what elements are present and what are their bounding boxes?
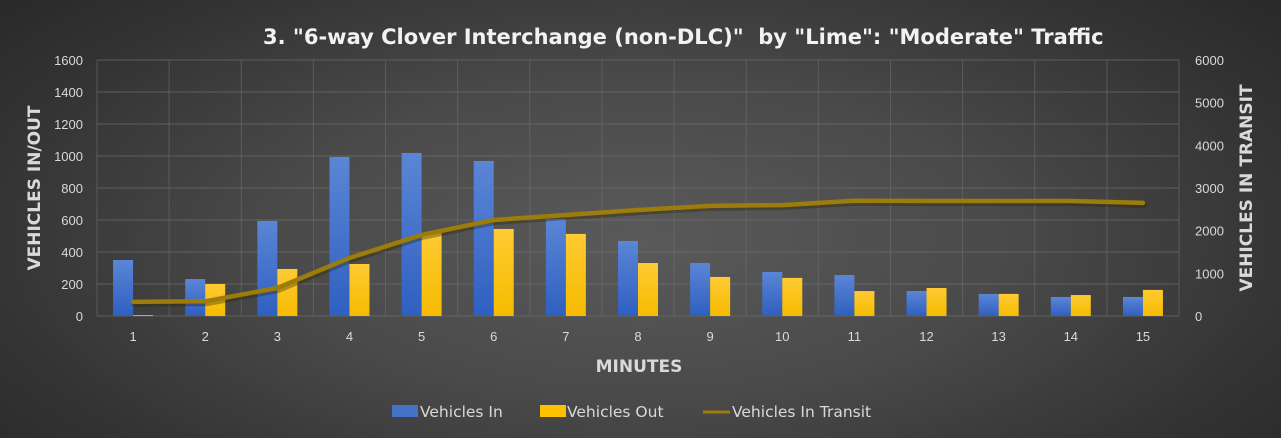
bar-vehicles-in — [545, 219, 566, 316]
bar-vehicles-in — [906, 291, 927, 316]
legend: Vehicles In Vehicles Out Vehicles In Tra… — [392, 403, 871, 421]
y-tick-label: 400 — [61, 245, 83, 260]
bar-vehicles-out — [926, 288, 947, 316]
bar-vehicles-in — [329, 156, 350, 316]
bar-vehicles-out — [421, 232, 442, 316]
x-tick-label: 8 — [634, 329, 641, 344]
x-tick-label: 13 — [991, 329, 1005, 344]
x-tick-label: 7 — [562, 329, 569, 344]
transit-line-path — [130, 198, 1146, 305]
bar-vehicles-out — [133, 315, 154, 316]
y-tick-label: 0 — [76, 309, 83, 324]
x-tick-label: 5 — [418, 329, 425, 344]
x-axis-title: MINUTES — [596, 357, 683, 377]
y2-tick-label: 1000 — [1195, 266, 1224, 281]
x-tick-label: 6 — [490, 329, 497, 344]
legend-item-vehicles-in-transit[interactable]: Vehicles In Transit — [703, 403, 871, 421]
legend-label-in: Vehicles In — [420, 403, 503, 421]
bar-vehicles-out — [1070, 295, 1091, 316]
y-tick-label: 1600 — [54, 53, 83, 68]
y-tick-label: 1400 — [54, 85, 83, 100]
bar-vehicles-in — [473, 160, 494, 316]
bar-vehicles-out — [565, 233, 586, 316]
bar-vehicles-in — [978, 293, 999, 316]
bar-vehicles-in — [690, 263, 711, 316]
x-tick-label: 15 — [1136, 329, 1150, 344]
y-axis-title: VEHICLES IN/OUT — [25, 105, 45, 270]
x-tick-label: 14 — [1064, 329, 1078, 344]
bar-vehicles-out — [1142, 289, 1163, 316]
bar-vehicles-in — [1122, 296, 1143, 316]
bar-vehicles-in — [257, 220, 278, 316]
bar-vehicles-in — [834, 275, 855, 316]
bar-vehicles-out — [638, 263, 658, 316]
bar-vehicles-out — [854, 291, 875, 316]
y2-tick-label: 6000 — [1195, 53, 1224, 68]
legend-swatch-out — [540, 405, 566, 417]
bar-vehicles-in — [618, 240, 638, 316]
gridlines — [96, 59, 1180, 317]
bar-vehicles-out — [277, 268, 298, 316]
bar-vehicles-out — [998, 293, 1019, 316]
bar-vehicles-out — [349, 264, 370, 316]
y-tick-label: 600 — [61, 213, 83, 228]
bar-vehicles-in — [185, 279, 206, 316]
y-tick-label: 200 — [61, 277, 83, 292]
y2-tick-label: 4000 — [1195, 138, 1224, 153]
bar-vehicles-in — [1050, 296, 1071, 316]
x-tick-label: 1 — [129, 329, 136, 344]
y2-tick-label: 0 — [1195, 309, 1202, 324]
transit-line — [130, 198, 1147, 307]
bar-vehicles-in — [762, 272, 783, 316]
bar-vehicles-in — [401, 152, 422, 316]
legend-item-vehicles-in[interactable]: Vehicles In — [392, 403, 503, 421]
y2-tick-label: 3000 — [1195, 181, 1224, 196]
y-tick-label: 800 — [61, 181, 83, 196]
y2-tick-label: 5000 — [1195, 96, 1224, 111]
tick-labels: 0200400600800100012001400160001000200030… — [54, 53, 1224, 344]
legend-label-transit: Vehicles In Transit — [732, 403, 871, 421]
x-tick-label: 9 — [707, 329, 714, 344]
legend-label-out: Vehicles Out — [567, 403, 664, 421]
x-tick-label: 4 — [346, 329, 353, 344]
x-tick-label: 11 — [848, 329, 862, 344]
bar-vehicles-out — [493, 228, 514, 316]
x-tick-label: 12 — [919, 329, 933, 344]
bar-vehicles-in — [113, 260, 134, 316]
bar-vehicles-out — [710, 276, 731, 316]
bar-vehicles-out — [782, 277, 803, 316]
y-tick-label: 1200 — [54, 117, 83, 132]
y2-axis-title: VEHICLES IN TRANSIT — [1237, 84, 1257, 292]
legend-item-vehicles-out[interactable]: Vehicles Out — [540, 403, 664, 421]
y2-tick-label: 2000 — [1195, 224, 1224, 239]
chart-title: 3. "6-way Clover Interchange (non-DLC)" … — [263, 25, 1104, 49]
x-tick-label: 2 — [202, 329, 209, 344]
x-tick-label: 3 — [274, 329, 281, 344]
legend-swatch-in — [392, 405, 418, 417]
y-tick-label: 1000 — [54, 149, 83, 164]
x-tick-label: 10 — [775, 329, 789, 344]
